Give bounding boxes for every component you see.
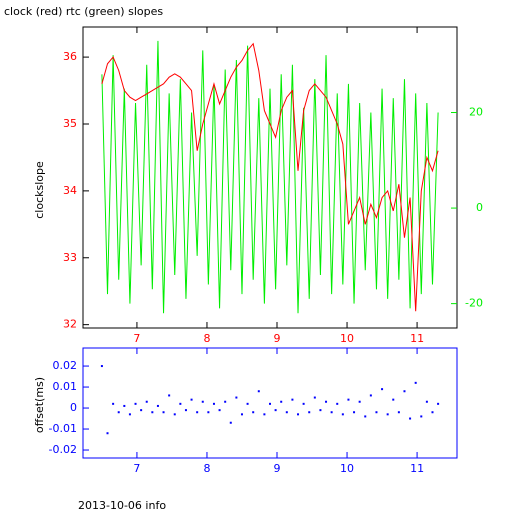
data-point: [319, 409, 322, 412]
data-point: [381, 388, 384, 391]
y-tick-label: 34: [63, 184, 77, 197]
data-point: [341, 413, 344, 416]
plot-frame: [82, 347, 458, 459]
data-point: [100, 365, 103, 368]
y-tick-label: 35: [63, 117, 77, 130]
data-point: [252, 411, 255, 414]
data-point: [297, 413, 300, 416]
data-point: [201, 400, 204, 403]
data-point: [140, 409, 143, 412]
data-point: [184, 409, 187, 412]
y-tick-label: 0.01: [53, 380, 78, 393]
x-tick-label: 9: [274, 332, 281, 345]
data-point: [347, 398, 350, 401]
y-tick-label: 32: [63, 318, 77, 331]
y-axis-label: offset(ms): [33, 377, 46, 433]
y-tick-label: 36: [63, 50, 77, 63]
data-point: [392, 398, 395, 401]
data-point: [224, 400, 227, 403]
data-point: [263, 413, 266, 416]
x-tick-label: 9: [274, 462, 281, 475]
data-point: [330, 411, 333, 414]
plot-frame: [82, 26, 458, 329]
data-point: [235, 396, 238, 399]
data-point: [212, 402, 215, 405]
data-line: [101, 40, 439, 314]
x-tick-label: 11: [410, 462, 424, 475]
data-point: [414, 381, 417, 384]
y-tick-label: 0.02: [53, 359, 78, 372]
data-point: [123, 404, 126, 407]
data-point: [308, 411, 311, 414]
y-tick-label: -0.01: [49, 422, 77, 435]
data-point: [145, 400, 148, 403]
x-tick-label: 8: [203, 462, 210, 475]
data-point: [240, 413, 243, 416]
y-tick-label: 33: [63, 251, 77, 264]
data-point: [403, 390, 406, 393]
data-point: [358, 400, 361, 403]
x-tick-label: 7: [133, 462, 140, 475]
data-point: [190, 398, 193, 401]
x-tick-label: 10: [340, 462, 354, 475]
data-point: [196, 411, 199, 414]
data-point: [229, 421, 232, 424]
data-point: [106, 432, 109, 435]
data-point: [302, 402, 305, 405]
data-point: [257, 390, 260, 393]
data-point: [269, 402, 271, 405]
data-point: [151, 411, 154, 414]
data-point: [369, 394, 372, 397]
data-point: [409, 417, 412, 420]
data-point: [285, 411, 288, 414]
y-tick-label: -0.02: [49, 443, 77, 456]
y2-tick-label: -20: [465, 297, 483, 310]
x-tick-label: 10: [340, 332, 354, 345]
data-point: [386, 413, 389, 416]
chart-title: clock (red) rtc (green) slopes: [4, 5, 163, 18]
data-point: [420, 415, 423, 418]
data-point: [173, 413, 176, 416]
data-point: [117, 411, 120, 414]
data-point: [168, 394, 171, 397]
x-tick-label: 11: [410, 332, 424, 345]
data-point: [375, 411, 378, 414]
x-tick-label: 7: [133, 332, 140, 345]
x-tick-label: 8: [203, 332, 210, 345]
data-point: [364, 415, 367, 418]
data-point: [325, 400, 328, 403]
data-point: [397, 411, 400, 414]
data-point: [353, 411, 356, 414]
data-point: [425, 400, 428, 403]
y-axis-label: clockslope: [33, 161, 46, 219]
data-point: [112, 402, 115, 405]
data-point: [431, 411, 434, 414]
data-point: [134, 402, 137, 405]
data-point: [162, 411, 165, 414]
data-point: [313, 396, 316, 399]
data-line: [101, 42, 439, 312]
data-point: [280, 400, 283, 403]
data-point: [218, 409, 221, 412]
data-point: [128, 413, 131, 416]
y2-tick-label: 20: [469, 106, 483, 119]
y-tick-label: 0: [70, 401, 77, 414]
footer: 2013-10-06 info: [78, 499, 166, 512]
data-point: [437, 402, 440, 405]
data-point: [246, 402, 249, 405]
data-point: [207, 411, 210, 414]
data-point: [156, 404, 159, 407]
data-point: [336, 402, 339, 405]
y2-tick-label: 0: [476, 201, 483, 214]
data-point: [274, 409, 277, 412]
data-point: [291, 398, 294, 401]
data-point: [179, 402, 182, 405]
